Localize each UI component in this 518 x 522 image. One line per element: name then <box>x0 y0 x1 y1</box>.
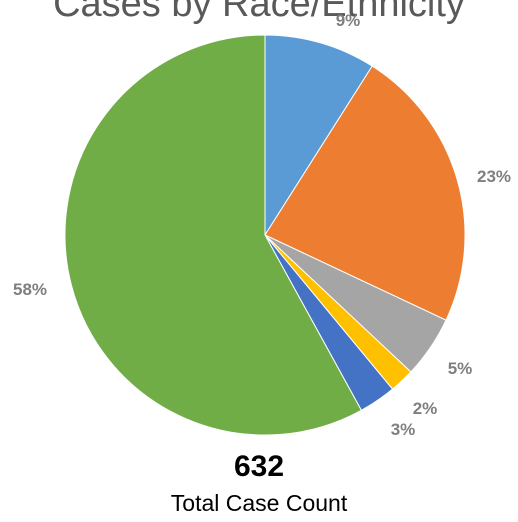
pie-slice <box>64 34 363 436</box>
pie-slice <box>264 34 373 237</box>
total-case-count: 632 <box>233 450 285 483</box>
slice-labels: 9% 23% 5% 2% 3% 58% <box>13 11 511 439</box>
total-case-count-label: Total Case Count <box>170 490 348 516</box>
slice-label: 3% <box>391 420 416 439</box>
slice-label: 5% <box>448 359 473 378</box>
pie-slices <box>64 34 466 436</box>
slice-label: 23% <box>477 167 511 186</box>
slice-label: 58% <box>13 280 47 299</box>
pie-slice <box>264 65 466 321</box>
slice-label: 9% <box>336 11 361 30</box>
chart-title: Cases by Race/Ethnicity <box>53 0 465 25</box>
slice-label: 2% <box>413 399 438 418</box>
